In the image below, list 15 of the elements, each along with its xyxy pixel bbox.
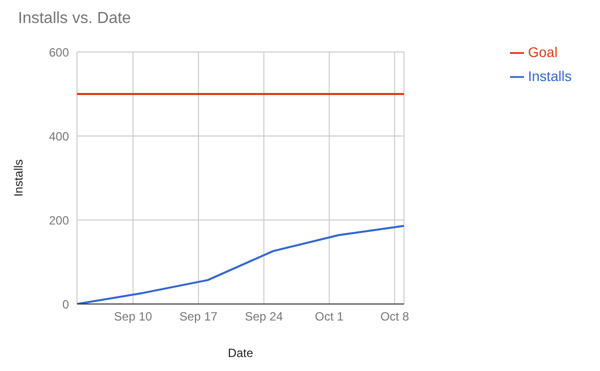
chart-title: Installs vs. Date [18,10,131,28]
x-axis-title: Date [228,346,254,360]
legend-label: Installs [528,68,572,84]
y-tick-label: 0 [62,297,70,312]
y-tick-label: 200 [48,213,70,228]
x-tick-label: Sep 10 [114,310,152,324]
y-tick-label: 400 [48,129,70,144]
x-tick-label: Oct 8 [380,310,410,324]
legend-label: Goal [528,44,558,60]
x-tick-label: Sep 17 [179,310,218,324]
x-tick-label: Sep 24 [244,310,284,324]
y-axis-title: Installs [11,159,26,197]
x-tick-label: Oct 1 [314,310,344,324]
y-tick-label: 600 [48,45,70,60]
line-series [77,224,404,304]
